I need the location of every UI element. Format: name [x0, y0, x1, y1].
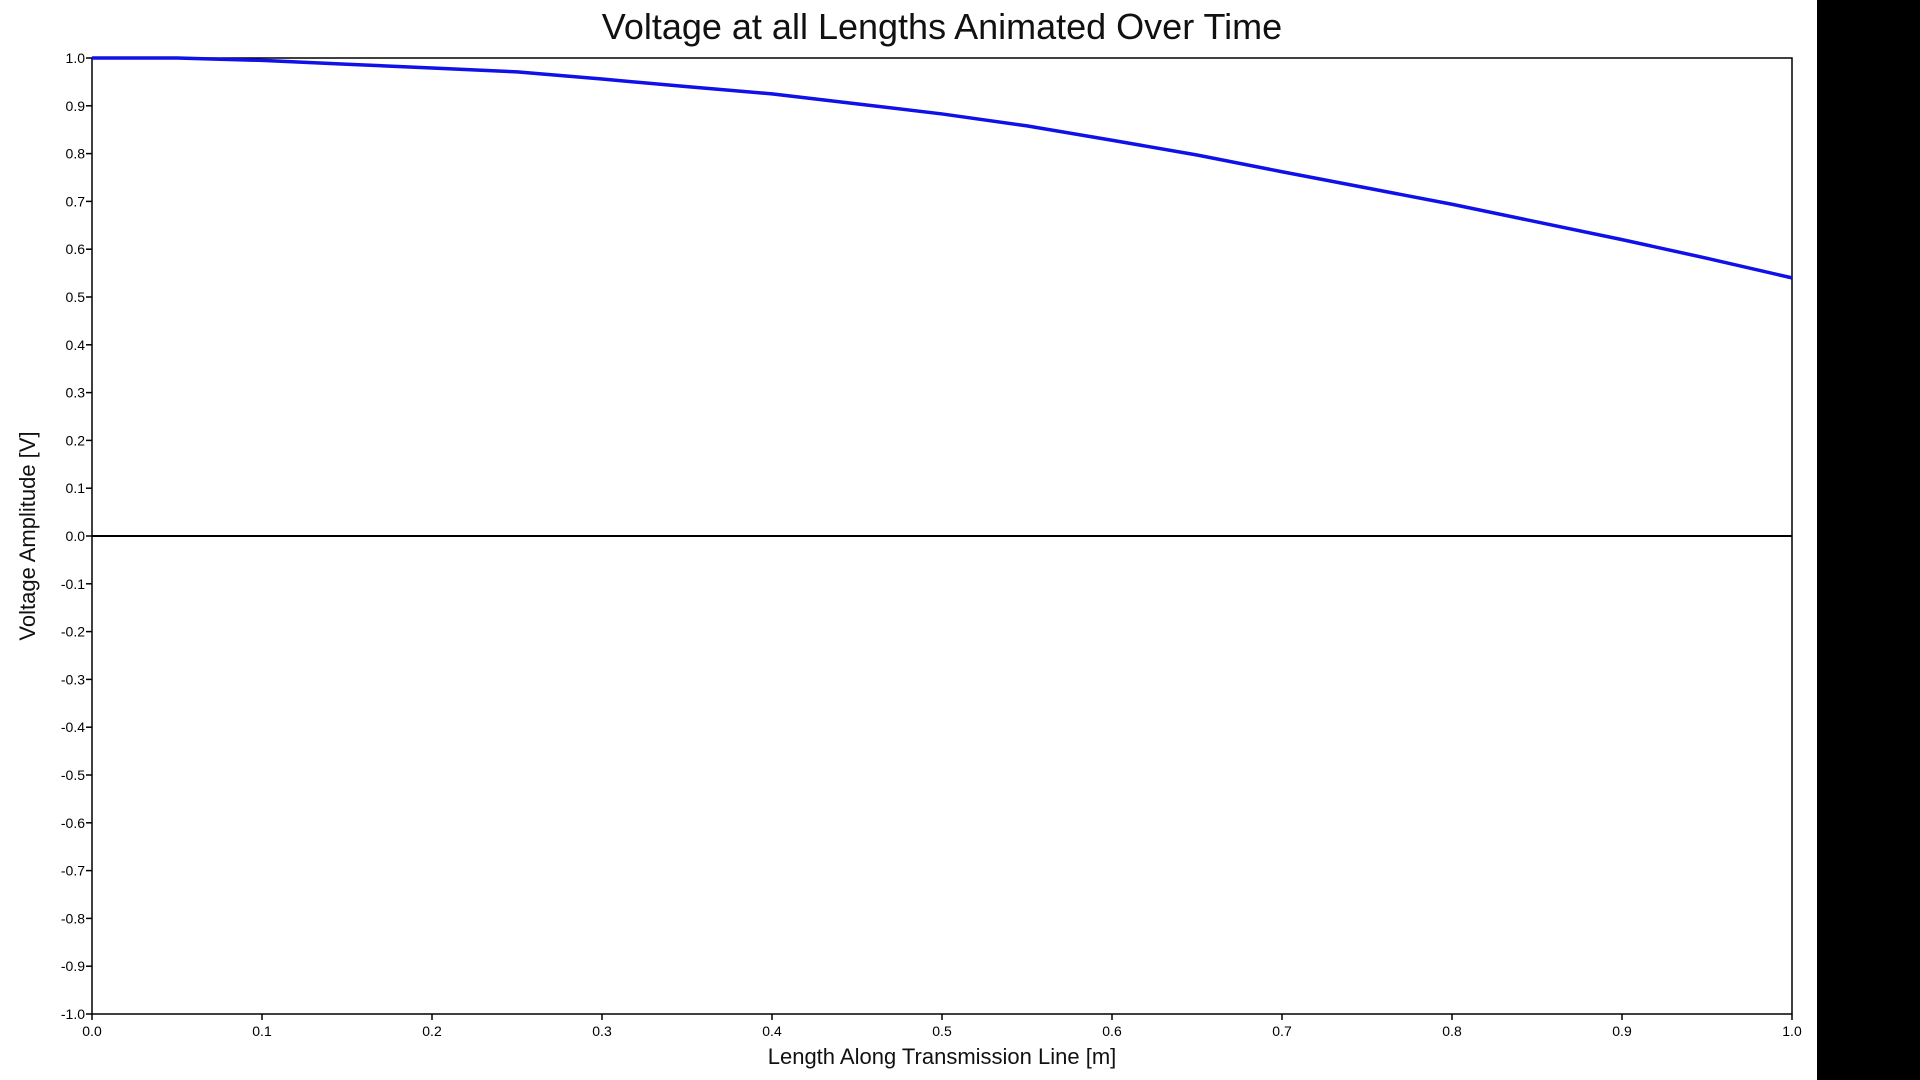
- y-tick-label: 0.9: [66, 98, 86, 114]
- chart-panel: Voltage at all Lengths Animated Over Tim…: [0, 0, 1817, 1080]
- y-tick-label: 0.3: [66, 385, 86, 401]
- y-tick-label: -0.6: [61, 815, 85, 831]
- x-tick-label: 0.1: [252, 1023, 272, 1039]
- y-tick-label: 1.0: [66, 50, 86, 66]
- x-tick-label: 0.2: [422, 1023, 442, 1039]
- x-tick-label: 1.0: [1782, 1023, 1802, 1039]
- y-tick-label: 0.7: [66, 193, 86, 209]
- y-tick-label: 0.4: [66, 337, 86, 353]
- x-tick-label: 0.8: [1442, 1023, 1462, 1039]
- y-tick-label: -1.0: [61, 1006, 85, 1022]
- y-tick-label: 0.1: [66, 480, 86, 496]
- y-tick-label: -0.4: [61, 719, 85, 735]
- x-tick-label: 0.9: [1612, 1023, 1632, 1039]
- y-axis-title: Voltage Amplitude [V]: [15, 431, 40, 640]
- y-tick-label: -0.7: [61, 863, 85, 879]
- y-tick-label: 0.8: [66, 146, 86, 162]
- y-axis-ticks: 1.0 0.9 0.8 0.7 0.6 0.5 0.4 0.3 0.2 0.1 0.0 -0.1 -0.…: [61, 50, 92, 1022]
- x-tick-label: 0.3: [592, 1023, 612, 1039]
- y-tick-label: 0.5: [66, 289, 86, 305]
- y-tick-label: -0.1: [61, 576, 85, 592]
- chart-title: Voltage at all Lengths Animated Over Tim…: [602, 6, 1282, 47]
- y-tick-label: -0.8: [61, 910, 85, 926]
- x-axis-title: Length Along Transmission Line [m]: [768, 1044, 1117, 1069]
- right-black-strip: [1817, 0, 1920, 1080]
- x-tick-label: 0.0: [82, 1023, 102, 1039]
- y-tick-label: -0.3: [61, 671, 85, 687]
- x-tick-label: 0.5: [932, 1023, 952, 1039]
- x-tick-label: 0.6: [1102, 1023, 1122, 1039]
- y-tick-label: 0.6: [66, 241, 86, 257]
- y-tick-label: 0.0: [66, 528, 86, 544]
- x-axis-ticks: 0.0 0.1 0.2 0.3 0.4 0.5 0.6 0.7 0.8 0.9 1.0: [82, 1014, 1802, 1039]
- y-tick-label: -0.2: [61, 624, 85, 640]
- x-tick-label: 0.4: [762, 1023, 782, 1039]
- y-tick-label: -0.9: [61, 958, 85, 974]
- chart-svg: Voltage at all Lengths Animated Over Tim…: [15, 6, 1802, 1069]
- voltage-series-line: [92, 56, 1793, 280]
- x-tick-label: 0.7: [1272, 1023, 1292, 1039]
- y-tick-label: -0.5: [61, 767, 85, 783]
- y-tick-label: 0.2: [66, 432, 86, 448]
